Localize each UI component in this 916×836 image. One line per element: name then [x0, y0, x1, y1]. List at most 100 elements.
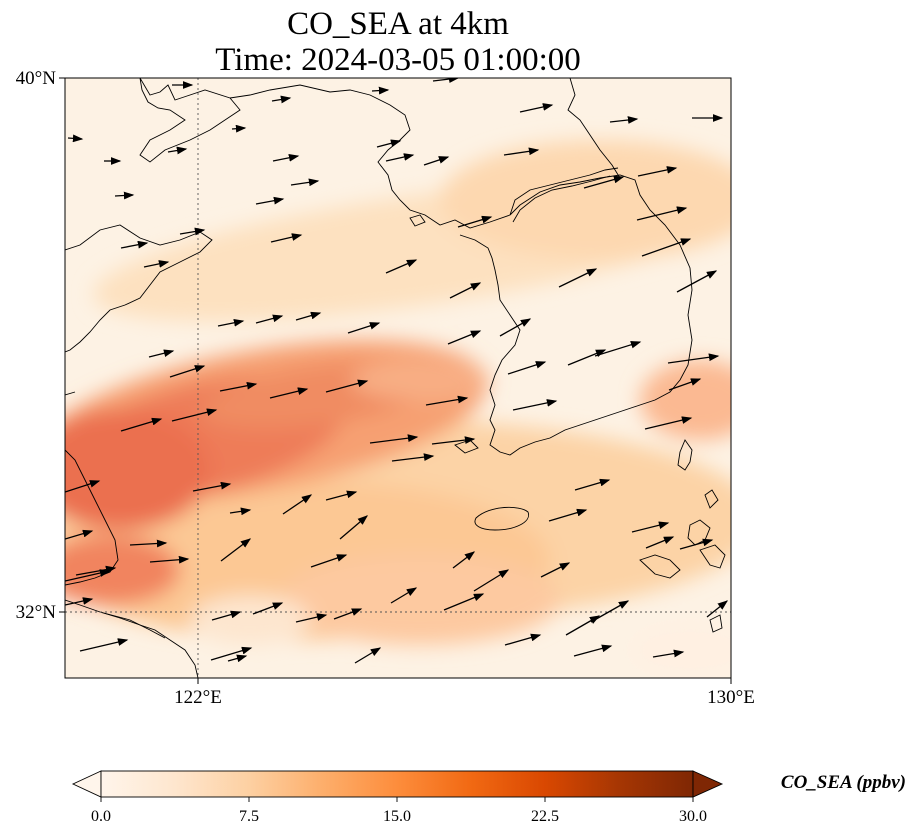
- lat-tick-label: 32°N: [16, 602, 57, 623]
- map-frame: [64, 77, 732, 679]
- wind-vector-arrow: [376, 139, 402, 148]
- wind-vector-arrow: [385, 153, 415, 162]
- wind-vector-arrow: [519, 103, 554, 113]
- wind-vector-arrow: [590, 600, 630, 623]
- wind-vector-arrow: [252, 602, 284, 615]
- wind-vector-arrow: [148, 349, 175, 358]
- wind-vector-arrow: [211, 610, 242, 621]
- wind-vector-arrow: [385, 259, 418, 274]
- wind-vector-arrow: [220, 538, 252, 562]
- wind-vector-arrow: [219, 381, 258, 392]
- wind-vector-arrow: [65, 597, 94, 606]
- wind-vector-arrow: [75, 565, 117, 576]
- colorbar-tick-label: 22.5: [531, 808, 559, 825]
- wind-vector-arrow: [271, 95, 292, 104]
- wind-vector-arrow: [129, 539, 168, 548]
- gridlines: [65, 78, 731, 678]
- wind-vector-arrow: [65, 480, 101, 493]
- wind-vector-arrow: [65, 569, 111, 582]
- wind-vector-arrow: [269, 387, 309, 399]
- wind-vector-arrow: [631, 521, 670, 533]
- wind-vector-arrow: [558, 268, 598, 288]
- wind-vector-arrow: [504, 633, 542, 646]
- map-subtitle-time: Time: 2024-03-05 01:00:00: [215, 42, 580, 78]
- wind-vector-arrow: [270, 233, 303, 243]
- colorbar-tick-label: 15.0: [383, 808, 411, 825]
- wind-vector-arrow: [325, 490, 358, 501]
- colorbar: 0.0 7.5 15.0 22.5 30.0 CO_SEA (ppbv): [71, 770, 906, 825]
- wind-vector-arrow: [565, 615, 601, 636]
- wind-vectors: [65, 78, 729, 664]
- wind-vector-arrow: [295, 613, 328, 623]
- colorbar-tick-label: 0.0: [91, 808, 111, 825]
- wind-vector-arrow: [457, 215, 493, 228]
- wind-vector-arrow: [179, 227, 206, 236]
- wind-vector-arrow: [473, 569, 510, 592]
- wind-vector-arrow: [423, 156, 450, 166]
- wind-vector-arrow: [425, 395, 469, 406]
- wind-vector-arrow: [120, 240, 149, 249]
- wind-vector-arrow: [167, 146, 188, 155]
- colorbar-max-extend: [692, 770, 724, 798]
- wind-vector-arrow: [574, 478, 611, 491]
- wind-vector-arrow: [431, 436, 476, 445]
- colorbar-label: CO_SEA (ppbv): [781, 772, 906, 793]
- wind-vector-arrow: [67, 134, 84, 143]
- lat-tick-label: 40°N: [16, 68, 57, 89]
- wind-vector-arrow: [636, 206, 688, 221]
- wind-vector-arrow: [229, 507, 252, 516]
- wind-vector-arrow: [452, 551, 476, 569]
- wind-vector-arrow: [391, 453, 435, 462]
- coastlines: [65, 78, 726, 678]
- map-panel: [65, 78, 731, 678]
- concentration-field: [65, 140, 731, 675]
- wind-vector-arrow: [217, 318, 245, 327]
- wind-vector-arrow: [231, 124, 247, 133]
- wind-vector-arrow: [449, 282, 482, 299]
- wind-vector-arrow: [679, 538, 714, 550]
- wind-vector-arrow: [114, 191, 135, 200]
- wind-vector-arrow: [567, 349, 607, 366]
- wind-vector-arrow: [272, 153, 300, 162]
- wind-vector-arrow: [390, 587, 418, 604]
- wind-vector-arrow: [667, 353, 720, 364]
- wind-vector-arrow: [333, 608, 363, 620]
- wind-vector-arrow: [120, 417, 163, 432]
- wind-vector-arrow: [169, 365, 206, 378]
- wind-vector-arrow: [676, 270, 718, 293]
- wind-vector-arrow: [573, 644, 613, 657]
- wind-vector-arrow: [227, 654, 248, 663]
- lon-tick-label: 130°E: [707, 687, 755, 708]
- wind-vector-arrow: [548, 508, 588, 522]
- wind-vector-arrow: [443, 593, 485, 611]
- wind-vector-arrow: [143, 260, 170, 268]
- colorbar-tick-label: 7.5: [239, 808, 259, 825]
- colorbar-min-extend: [71, 770, 102, 798]
- wind-vector-arrow: [371, 86, 390, 95]
- wind-vector-arrow: [310, 554, 348, 568]
- wind-vector-arrow: [354, 647, 382, 664]
- wind-vector-arrow: [583, 175, 625, 189]
- wind-vector-arrow: [171, 408, 218, 422]
- wind-vector-arrow: [447, 330, 482, 345]
- wind-vector-arrow: [706, 600, 729, 618]
- wind-vector-arrow: [645, 536, 675, 549]
- wind-vector-arrow: [594, 340, 642, 357]
- wind-vector-arrow: [609, 116, 639, 124]
- wind-vector-arrow: [652, 649, 685, 658]
- wind-vector-arrow: [668, 378, 702, 391]
- wind-vector-arrow: [499, 318, 532, 337]
- colorbar-gradient: [100, 770, 694, 798]
- wind-vector-arrow: [295, 311, 322, 321]
- wind-vector-arrow: [339, 515, 368, 540]
- wind-vector-arrow: [512, 399, 558, 411]
- wind-vector-arrow: [641, 238, 692, 257]
- wind-vector-arrow: [540, 562, 571, 578]
- wind-vector-arrow: [65, 529, 94, 540]
- lon-axis: 122°E 130°E: [174, 678, 755, 708]
- wind-vector-arrow: [290, 178, 320, 187]
- wind-vector-arrow: [637, 166, 678, 177]
- wind-vector-arrow: [149, 555, 190, 564]
- wind-vector-arrow: [255, 196, 285, 205]
